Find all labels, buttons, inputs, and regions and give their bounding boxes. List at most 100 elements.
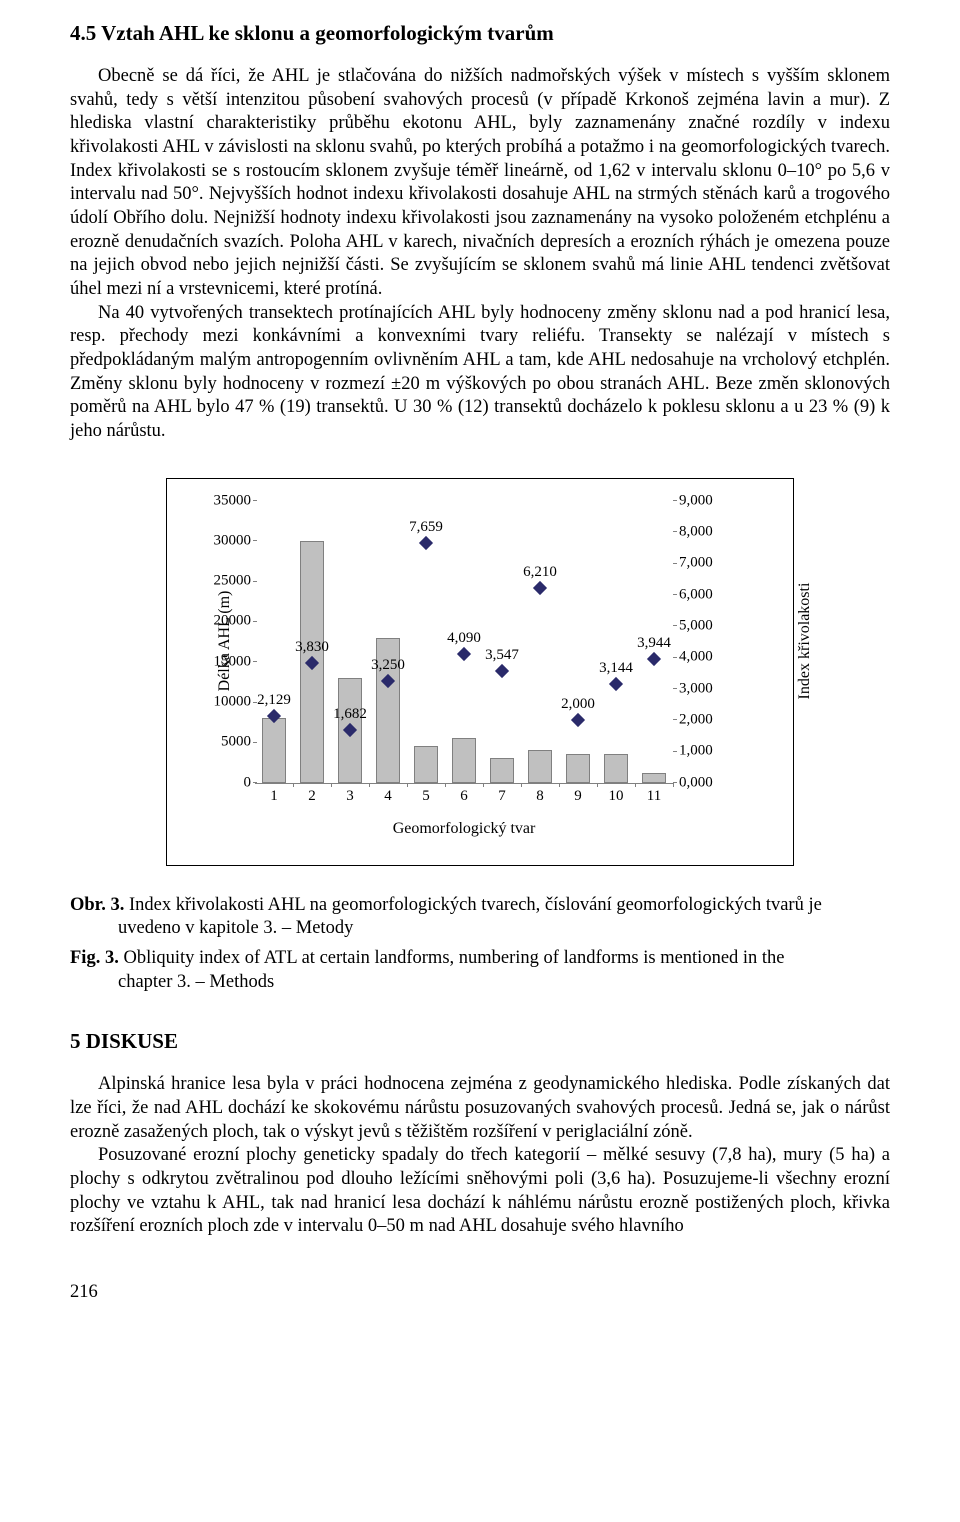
x-tick: 3 [346,787,354,806]
y2-tick: 7,000 [679,554,725,573]
plot-area: 2,129 3,830 1,682 3,250 7,659 4,0903,547 6,210… [255,501,673,783]
x-tick-mark [483,783,484,787]
caption-en-text2: chapter 3. – Methods [70,971,890,995]
y1-tick-labels: 05000100001500020000250003000035000 [207,501,251,783]
y2-tick-mark [673,500,677,501]
x-tick: 11 [647,787,661,806]
data-point-label: 3,250 [371,656,405,675]
x-tick-mark [369,783,370,787]
y2-tick-mark [673,594,677,595]
figure-3-caption-en: Fig. 3. Obliquity index of ATL at certai… [70,947,890,994]
y2-tick: 3,000 [679,679,725,698]
y2-tick-mark [673,625,677,626]
y1-tick-mark [253,500,257,501]
x-tick-mark [293,783,294,787]
y1-tick: 25000 [207,572,251,591]
baseline [255,783,673,784]
y1-tick: 15000 [207,652,251,671]
y2-tick-mark [673,751,677,752]
page-number: 216 [70,1281,890,1305]
x-tick-mark [521,783,522,787]
x-tick-mark [445,783,446,787]
x-tick: 1 [270,787,278,806]
data-point-label: 4,090 [447,629,481,648]
data-point [457,647,471,661]
caption-cs-lead: Obr. 3. [70,895,124,915]
caption-cs-text1: Index křivolakosti AHL na geomorfologick… [124,895,822,915]
x-axis-title: Geomorfologický tvar [255,819,673,839]
figure-3-caption-cs: Obr. 3. Index křivolakosti AHL na geomor… [70,894,890,941]
y1-tick: 10000 [207,692,251,711]
y1-tick: 0 [207,773,251,792]
data-point-label: 3,830 [295,637,329,656]
data-point [495,664,509,678]
y1-tick: 20000 [207,612,251,631]
y2-tick-mark [673,782,677,783]
y1-tick: 35000 [207,491,251,510]
data-point [419,536,433,550]
y2-tick: 8,000 [679,522,725,541]
x-tick: 4 [384,787,392,806]
y2-tick-mark [673,719,677,720]
section-4-5-para2: Na 40 vytvořených transektech protínajíc… [70,302,890,444]
y2-tick-mark [673,531,677,532]
x-tick: 8 [536,787,544,806]
x-tick-mark [673,783,674,787]
y1-tick-mark [253,581,257,582]
caption-en-text1: Obliquity index of ATL at certain landfo… [119,948,785,968]
x-tick-mark [559,783,560,787]
bar [604,754,628,782]
caption-en-lead: Fig. 3. [70,948,119,968]
bar [566,754,590,782]
data-point-label: 3,144 [599,659,633,678]
y1-tick-mark [253,661,257,662]
data-point-label: 3,944 [637,634,671,653]
bar [642,773,666,783]
x-tick-mark [407,783,408,787]
y2-tick-mark [673,563,677,564]
x-tick: 7 [498,787,506,806]
section-4-5-para1: Obecně se dá říci, že AHL je stlačována … [70,65,890,302]
x-tick-mark [635,783,636,787]
figure-3-chart: Délka AHL (m) Index křivolakosti 0500010… [166,478,794,866]
data-point-label: 6,210 [523,563,557,582]
y1-tick-mark [253,621,257,622]
bar [490,758,514,782]
data-point-label: 7,659 [409,517,443,536]
y2-tick: 6,000 [679,585,725,604]
y1-tick-mark [253,702,257,703]
data-point-label: 2,129 [257,691,291,710]
y2-tick: 2,000 [679,710,725,729]
y2-tick: 0,000 [679,773,725,792]
y2-tick-mark [673,688,677,689]
y2-tick-labels: 0,0001,0002,0003,0004,0005,0006,0007,000… [679,501,725,783]
section-5-para1: Alpinská hranice lesa byla v práci hodno… [70,1073,890,1144]
data-point [571,713,585,727]
y2-tick-mark [673,657,677,658]
bar [414,746,438,782]
bar [262,718,286,782]
section-5-para2: Posuzované erozní plochy geneticky spada… [70,1144,890,1239]
x-tick: 9 [574,787,582,806]
y2-tick: 1,000 [679,742,725,761]
y1-tick-mark [253,742,257,743]
x-tick: 2 [308,787,316,806]
data-point-label: 3,547 [485,646,519,665]
section-4-5-heading: 4.5 Vztah AHL ke sklonu a geomorfologick… [70,20,890,47]
data-point [609,677,623,691]
y1-tick: 30000 [207,531,251,550]
bar [528,750,552,782]
x-tick: 6 [460,787,468,806]
x-tick-labels: 1234567891011 [255,787,673,807]
y2-axis-title: Index křivolakosti [795,582,815,699]
y2-tick: 4,000 [679,648,725,667]
bar [452,738,476,782]
y2-tick: 5,000 [679,616,725,635]
y1-tick: 5000 [207,733,251,752]
data-point-label: 1,682 [333,705,367,724]
data-point-label: 2,000 [561,695,595,714]
caption-cs-text2: uvedeno v kapitole 3. – Metody [70,917,890,941]
section-5-heading: 5 DISKUSE [70,1028,890,1055]
data-point [533,581,547,595]
data-point [647,652,661,666]
